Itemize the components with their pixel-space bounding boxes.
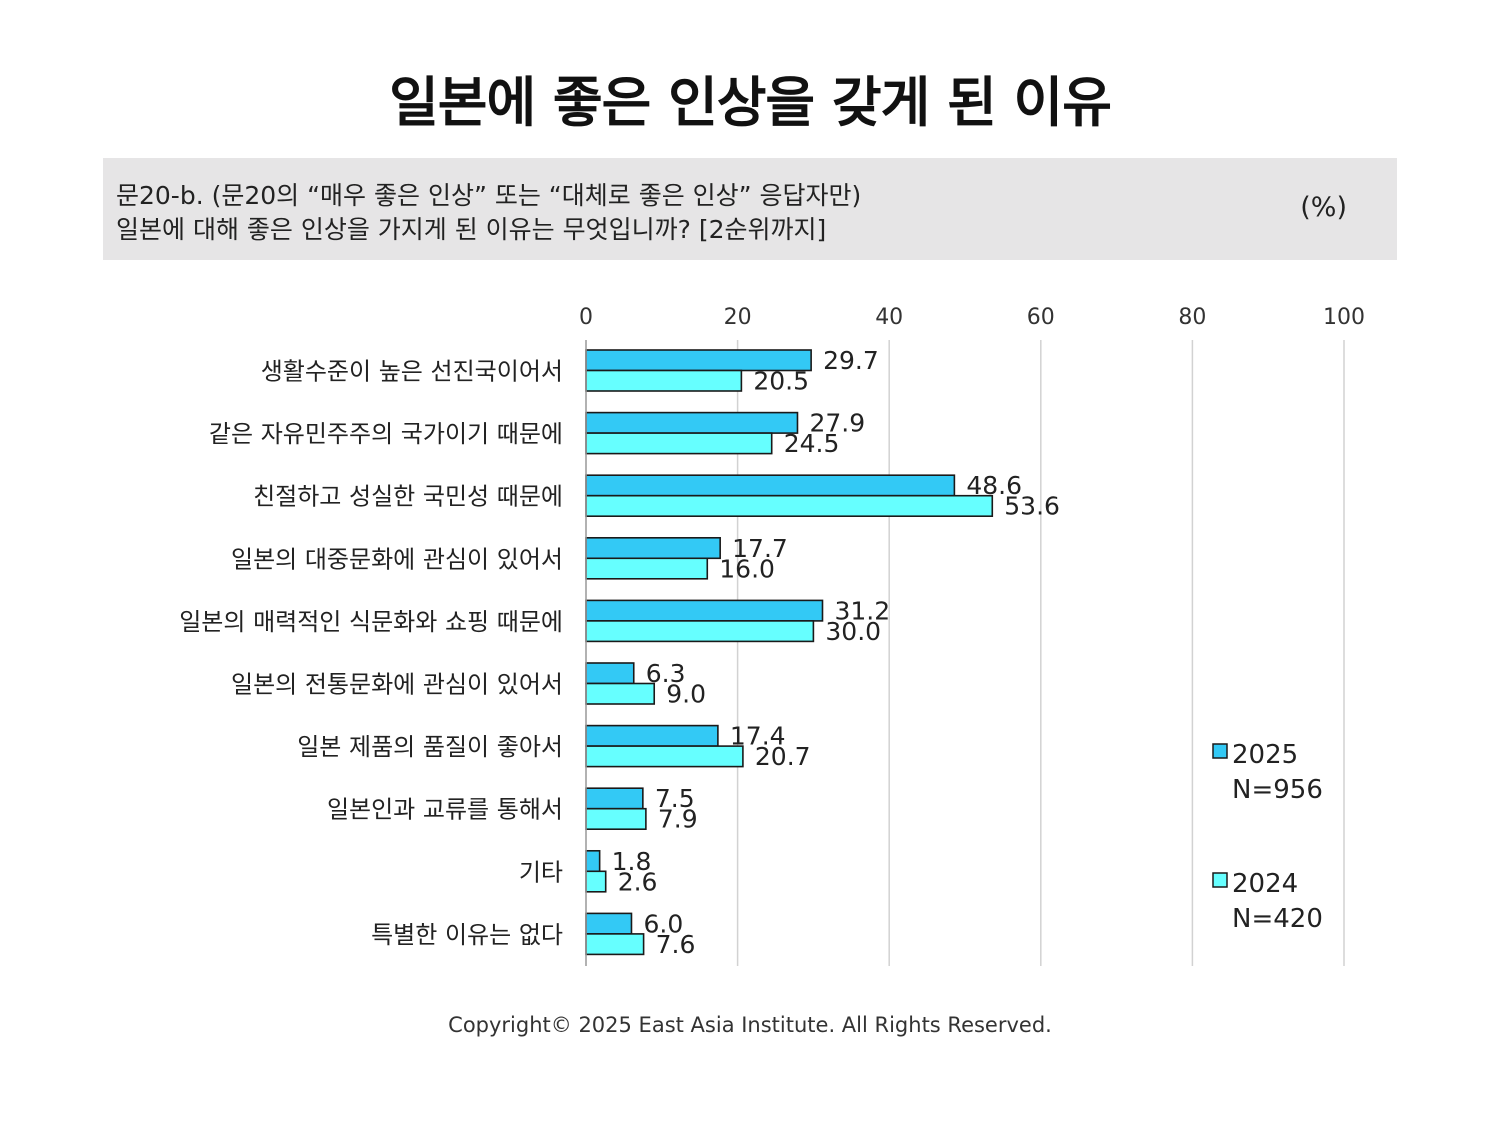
- bar-2024: [585, 620, 815, 643]
- bar-2024: [585, 432, 773, 455]
- bar-2025: [585, 849, 601, 873]
- category-label: 일본의 매력적인 식문화와 쇼핑 때문에: [179, 608, 563, 636]
- bar-2025: [585, 912, 633, 935]
- page-title: 일본에 좋은 인상을 갖게 된 이유: [389, 71, 1112, 134]
- question-box: 문20-b. (문20의 “매우 좋은 인상” 또는 “대체로 좋은 인상” 응…: [103, 158, 1397, 260]
- bar-2024: [585, 682, 656, 705]
- legend-swatch-2024: [1212, 872, 1228, 888]
- legend-sample-2025: N=956: [1232, 775, 1323, 805]
- bar-2025: [585, 599, 824, 622]
- bar-2024: [585, 745, 744, 768]
- data-label-2024: 16.0: [719, 554, 775, 583]
- legend-label-2024: 2024: [1232, 869, 1298, 899]
- x-tick-label: 0: [579, 305, 593, 330]
- legend-sample-2024: N=420: [1232, 904, 1323, 934]
- bar-2024: [585, 369, 743, 392]
- category-label: 일본의 대중문화에 관심이 있어서: [231, 545, 563, 573]
- x-tick-label: 20: [724, 305, 752, 330]
- x-tick-label: 60: [1027, 305, 1055, 330]
- data-label-2024: 20.5: [753, 367, 809, 396]
- data-label-2024: 53.6: [1004, 492, 1060, 521]
- category-label: 일본인과 교류를 통해서: [327, 796, 563, 824]
- category-label: 기타: [519, 858, 563, 886]
- data-label-2024: 24.5: [784, 429, 840, 458]
- data-label-2025: 31.2: [834, 596, 890, 625]
- bar-2025: [585, 662, 635, 685]
- bar-2025: [585, 536, 721, 560]
- data-label-2024: 9.0: [666, 680, 706, 709]
- data-label-2025: 7.5: [655, 784, 695, 813]
- data-label-2025: 29.7: [823, 346, 879, 375]
- unit-label: (%): [1300, 192, 1347, 223]
- question-line-1: 문20-b. (문20의 “매우 좋은 인상” 또는 “대체로 좋은 인상” 응…: [116, 181, 862, 210]
- bar-2024: [585, 557, 709, 580]
- data-label-2025: 6.0: [643, 909, 683, 938]
- bar-2025: [585, 411, 799, 434]
- data-label-2025: 27.9: [809, 409, 865, 438]
- data-label-2025: 1.8: [612, 847, 652, 876]
- bar-2024: [585, 870, 607, 893]
- category-label: 같은 자유민주주의 국가이기 때문에: [209, 420, 563, 448]
- category-label: 생활수준이 높은 선진국이어서: [261, 358, 563, 386]
- bar-2025: [585, 787, 644, 810]
- bar-2024: [585, 807, 647, 831]
- x-tick-label: 40: [875, 305, 903, 330]
- category-label: 특별한 이유는 없다: [371, 921, 563, 949]
- bar-2024: [585, 933, 645, 956]
- bar-2025: [585, 474, 956, 497]
- category-label: 일본 제품의 품질이 좋아서: [297, 733, 563, 761]
- bar-2025: [585, 724, 719, 747]
- category-label: 친절하고 성실한 국민성 때문에: [253, 483, 563, 511]
- x-tick-label: 100: [1323, 305, 1365, 330]
- data-label-2024: 2.6: [618, 867, 658, 896]
- category-label: 일본의 전통문화에 관심이 있어서: [231, 671, 563, 699]
- data-label-2024: 30.0: [825, 617, 881, 646]
- x-tick-label: 80: [1178, 305, 1206, 330]
- question-line-2: 일본에 대해 좋은 인상을 가지게 된 이유는 무엇입니까? [2순위까지]: [116, 215, 827, 244]
- legend-label-2025: 2025: [1232, 740, 1298, 770]
- data-label-2025: 17.7: [732, 534, 788, 563]
- copyright-notice: Copyright© 2025 East Asia Institute. All…: [448, 1013, 1052, 1037]
- data-label-2024: 7.9: [658, 805, 698, 834]
- bar-2024: [585, 494, 994, 518]
- data-label-2024: 20.7: [755, 742, 811, 771]
- data-label-2024: 7.6: [656, 930, 696, 959]
- legend-swatch-2025: [1212, 743, 1228, 759]
